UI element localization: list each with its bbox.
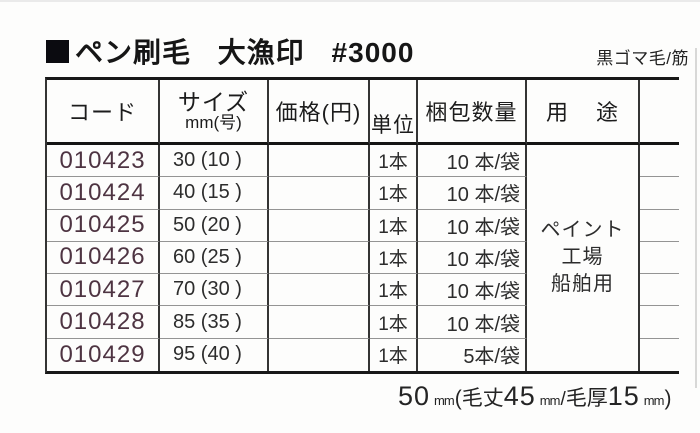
scan-top-smudge (0, 0, 700, 2)
code-cell: 010428 (47, 306, 160, 339)
unit-cell: 1本 (370, 177, 418, 210)
header-price: 価格(円) (269, 80, 370, 145)
footnote-part: mm (643, 393, 665, 408)
header-stub (640, 80, 679, 145)
header-size-unit: mm(号) (185, 113, 242, 133)
price-cell (269, 241, 370, 275)
price-cell (269, 274, 370, 307)
pack-cell: 10 本/袋 (418, 177, 527, 210)
unit-cell: 1本 (370, 145, 418, 178)
footnote-part: ( (454, 387, 462, 410)
code-cell: 010426 (47, 241, 160, 275)
header-unit: 単位 (370, 80, 418, 145)
header-size-label: サイズ (177, 89, 250, 115)
footnote-part: 毛丈 (461, 387, 504, 410)
header-use-char2: 途 (596, 100, 620, 125)
pack-cell: 10 本/袋 (418, 145, 527, 178)
footnote-part: 45 (503, 381, 536, 411)
unit-cell: 1本 (370, 209, 418, 242)
stub-cell (640, 306, 679, 339)
price-cell (269, 209, 370, 242)
stub-cell (640, 242, 679, 275)
pack-cell: 10 本/袋 (418, 241, 527, 275)
stub-cell (640, 339, 679, 371)
code-cell: 010423 (47, 145, 160, 178)
header-use: 用 途 (527, 80, 640, 145)
stub-cell (640, 145, 679, 178)
unit-cell: 1本 (370, 241, 418, 275)
unit-cell: 1本 (370, 306, 418, 339)
price-cell (269, 177, 370, 210)
footnote-part: / (560, 389, 566, 410)
use-line: ペイント (540, 219, 625, 242)
price-cell (269, 145, 370, 178)
header-use-char1: 用 (545, 100, 569, 125)
footnote-part: 毛厚 (565, 387, 608, 410)
size-cell: 70 (30 ) (160, 274, 269, 307)
pack-cell: 5本/袋 (418, 338, 527, 371)
header-size: サイズ mm(号) (160, 80, 269, 145)
price-cell (269, 338, 370, 371)
header-code: コード (47, 80, 160, 145)
stub-cell (640, 177, 679, 210)
code-cell: 010427 (47, 274, 160, 307)
stub-cell (640, 274, 679, 307)
size-cell: 85 (35 ) (160, 306, 269, 339)
size-cell: 50 (20 ) (160, 209, 269, 242)
footnote-part: mm (434, 393, 455, 408)
footnote-part: 50 (398, 381, 431, 411)
size-cell: 40 (15 ) (160, 177, 269, 210)
price-cell (269, 306, 370, 339)
pack-cell: 10 本/袋 (418, 274, 527, 307)
stub-cell (640, 210, 679, 242)
footnote-part: mm (539, 393, 561, 408)
footnote-part: ) (664, 387, 672, 410)
use-line: 工場 (561, 246, 604, 269)
code-cell: 010425 (47, 209, 160, 242)
unit-cell: 1本 (370, 338, 418, 371)
size-cell: 60 (25 ) (160, 241, 269, 275)
code-cell: 010429 (47, 338, 160, 371)
scan-page-edge-line (695, 48, 697, 388)
pack-cell: 10 本/袋 (418, 209, 527, 242)
code-cell: 010424 (47, 177, 160, 210)
square-bullet-icon (46, 39, 69, 63)
use-merged-cell: ペイント 工場 船舶用 (527, 145, 640, 371)
page-title-row: ペン刷毛 大漁印 #3000 (46, 31, 414, 71)
product-spec-table: コード サイズ mm(号) 価格(円) 単位 梱包数量 用 途 010423 3… (45, 77, 679, 374)
footnote-part: 15 (607, 381, 640, 411)
size-cell: 30 (10 ) (160, 145, 269, 178)
use-line: 船舶用 (551, 273, 614, 296)
pack-cell: 10 本/袋 (418, 306, 527, 339)
size-cell: 95 (40 ) (160, 338, 269, 371)
page-title: ペン刷毛 大漁印 #3000 (75, 37, 415, 68)
header-pack-qty: 梱包数量 (418, 80, 527, 145)
material-tag: 黒ゴマ毛/筋 (596, 49, 689, 68)
unit-cell: 1本 (370, 274, 418, 307)
dimension-footnote: 50 mm ( 毛丈 45 mm / 毛厚 15 mm ) (398, 381, 671, 412)
